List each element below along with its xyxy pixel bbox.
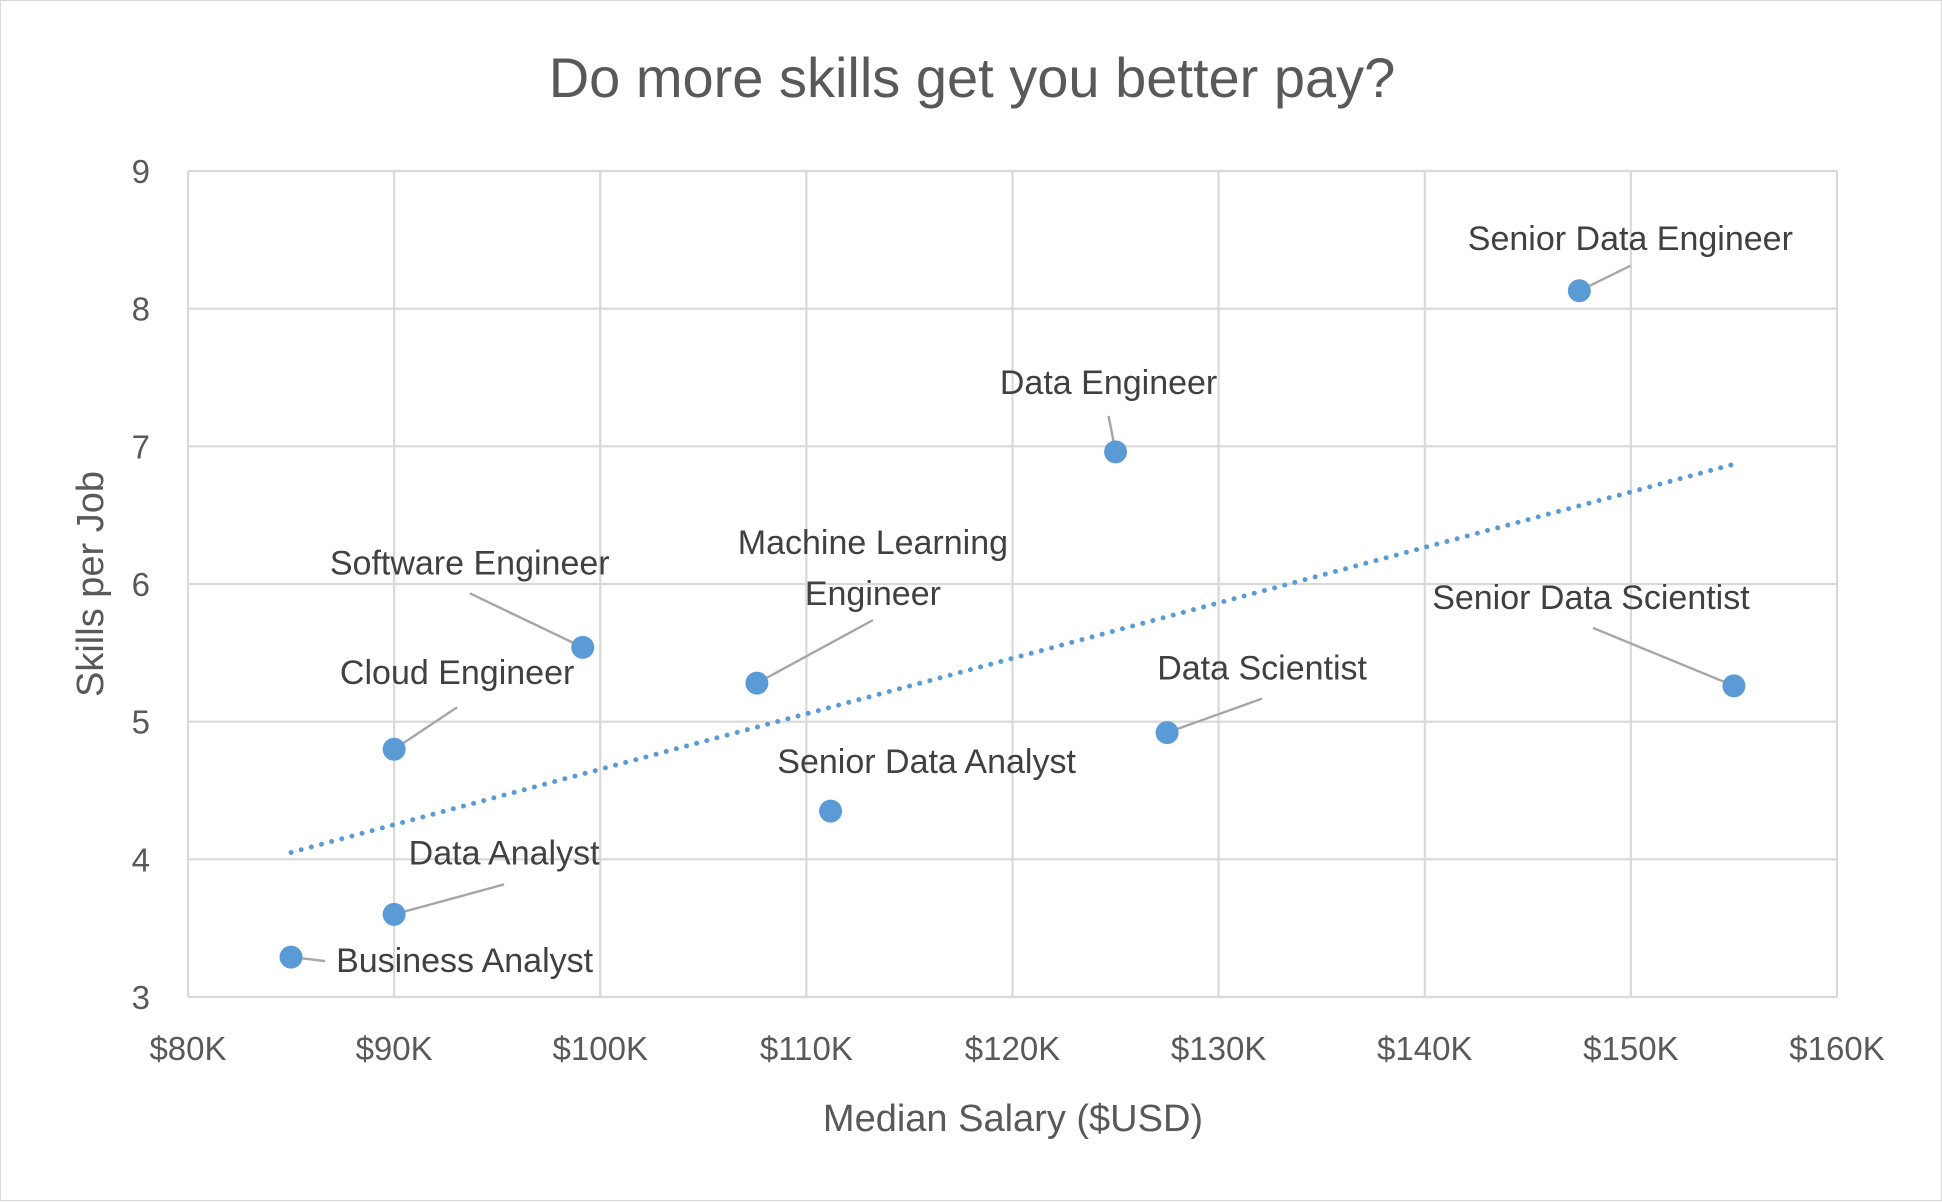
x-tick-label: $120K: [965, 1030, 1060, 1067]
label-leader-line: [393, 706, 458, 751]
data-point: [571, 635, 595, 659]
y-tick-label: 7: [132, 428, 150, 465]
x-tick-label: $130K: [1171, 1030, 1266, 1067]
data-point: [279, 945, 303, 969]
point-label: Data Scientist: [1157, 650, 1367, 688]
point-label: Data Engineer: [1000, 364, 1217, 402]
label-leader-line: [1166, 697, 1263, 734]
point-label: Senior Data Scientist: [1432, 579, 1750, 617]
x-axis-title: Median Salary ($USD): [823, 1098, 1203, 1140]
chart-title: Do more skills get you better pay?: [549, 46, 1396, 109]
data-point: [1567, 279, 1591, 303]
y-tick-label: 5: [132, 704, 150, 741]
x-tick-label: $160K: [1789, 1030, 1884, 1067]
data-point: [745, 671, 769, 695]
data-point: [819, 799, 843, 823]
point-label: Senior Data Analyst: [777, 743, 1076, 781]
data-point: [1155, 721, 1179, 745]
y-tick-label: 4: [132, 841, 150, 878]
data-point: [1722, 674, 1746, 698]
point-label: Data Analyst: [409, 834, 600, 872]
point-label: Business Analyst: [336, 942, 594, 980]
data-points: [279, 279, 1746, 969]
x-tick-label: $110K: [760, 1030, 853, 1067]
point-label: Machine Learning Engineer: [738, 524, 1008, 613]
label-leader-line: [1592, 626, 1735, 687]
y-axis-title: Skills per Job: [70, 471, 112, 697]
y-tick-label: 8: [132, 291, 150, 328]
y-tick-label: 3: [132, 979, 150, 1016]
y-tick-label: 6: [132, 566, 150, 603]
x-tick-label: $150K: [1583, 1030, 1678, 1067]
trendline: [288, 461, 1737, 855]
x-tick-label: $90K: [356, 1030, 433, 1067]
point-labels: Business Analyst Data Analyst Cloud Engine…: [330, 220, 1793, 980]
point-label: Cloud Engineer: [340, 654, 574, 692]
data-point: [382, 737, 406, 761]
tick-labels: $80K $90K $100K $110K $120K $130K $140K $150K $1…: [132, 153, 1885, 1067]
data-point: [1104, 440, 1128, 464]
leader-lines: [290, 264, 1735, 963]
y-tick-label: 9: [132, 153, 150, 190]
trendline-group: [288, 461, 1737, 855]
data-point: [382, 902, 406, 926]
x-tick-label: $100K: [553, 1030, 648, 1067]
point-label: Senior Data Engineer: [1468, 220, 1793, 258]
gridlines: [186, 169, 1839, 999]
point-label: Software Engineer: [330, 544, 610, 582]
x-tick-label: $140K: [1377, 1030, 1472, 1067]
x-tick-label: $80K: [149, 1030, 226, 1067]
label-leader-line: [756, 619, 874, 685]
label-leader-line: [469, 592, 584, 649]
label-leader-line: [393, 883, 505, 916]
